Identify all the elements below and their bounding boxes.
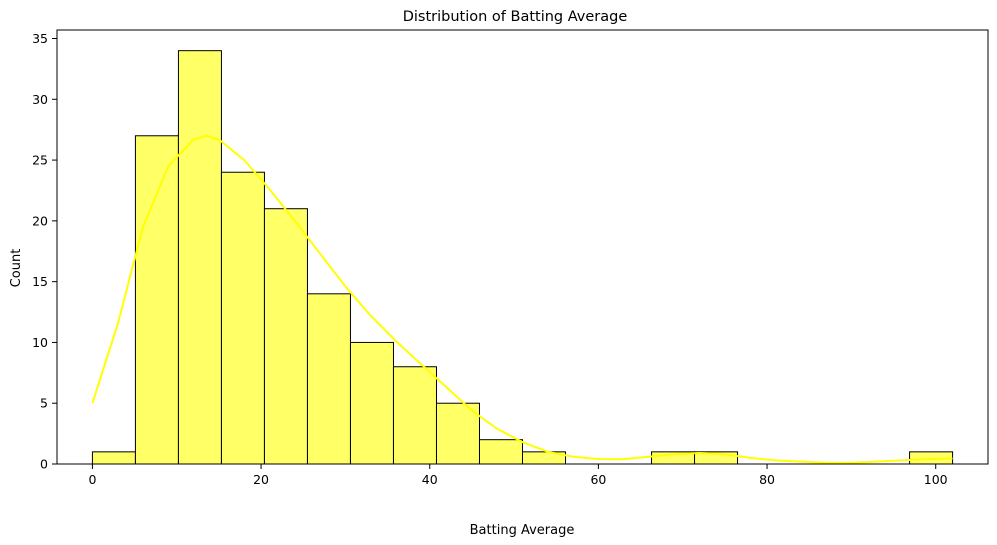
x-tick-label: 80 bbox=[759, 472, 775, 487]
x-tick-label: 0 bbox=[88, 472, 96, 487]
y-tick-label: 15 bbox=[32, 274, 48, 289]
x-tick-label: 40 bbox=[422, 472, 438, 487]
x-tick-label: 60 bbox=[590, 472, 606, 487]
histogram-bar bbox=[91, 451, 136, 465]
kde-line bbox=[91, 134, 953, 464]
plot-frame bbox=[56, 29, 989, 465]
x-axis-ticks: 0 20 40 60 80 100 bbox=[88, 464, 948, 487]
y-axis-ticks: 0 5 10 15 20 25 30 35 bbox=[32, 31, 57, 472]
histogram-bar bbox=[478, 439, 524, 465]
y-axis-label: Count bbox=[9, 249, 24, 288]
histogram-bar bbox=[134, 135, 179, 465]
y-tick-label: 5 bbox=[40, 396, 48, 411]
y-tick-label: 20 bbox=[32, 213, 48, 228]
y-tick-label: 10 bbox=[32, 335, 48, 350]
y-tick-label: 30 bbox=[32, 92, 48, 107]
y-tick-label: 0 bbox=[40, 457, 48, 472]
histogram-bar bbox=[177, 50, 222, 465]
histogram-bar bbox=[435, 402, 480, 465]
y-tick-label: 35 bbox=[32, 31, 48, 46]
x-tick-label: 20 bbox=[253, 472, 269, 487]
histogram-bar bbox=[263, 208, 308, 465]
histogram-bar bbox=[349, 341, 394, 465]
x-tick-label: 100 bbox=[924, 472, 948, 487]
x-axis-label: Batting Average bbox=[470, 523, 575, 538]
histogram-bar bbox=[220, 171, 265, 465]
chart-title: Distribution of Batting Average bbox=[403, 9, 628, 25]
y-tick-label: 25 bbox=[32, 153, 48, 168]
histogram-bar bbox=[392, 366, 437, 465]
histogram-bar bbox=[306, 293, 351, 465]
